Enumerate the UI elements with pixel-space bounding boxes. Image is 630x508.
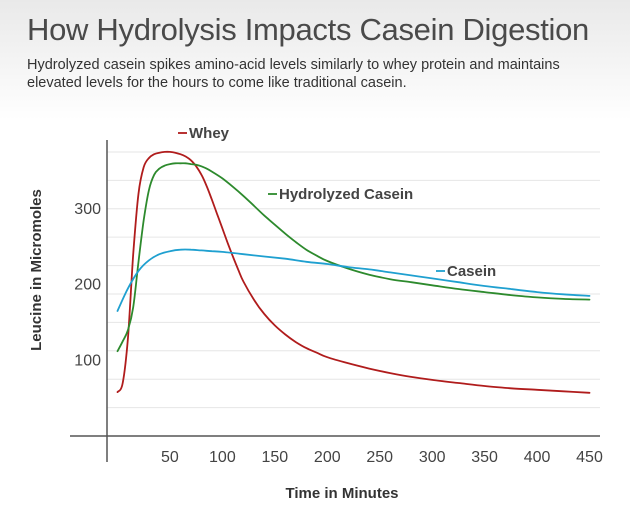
x-tick-label: 200 xyxy=(314,449,341,466)
axes xyxy=(70,140,600,462)
x-tick-label: 300 xyxy=(419,449,446,466)
series-label-hydrolyzed-casein: Hydrolyzed Casein xyxy=(279,186,413,203)
series-lines xyxy=(116,150,591,394)
x-tick-label: 400 xyxy=(524,449,551,466)
grid-lines xyxy=(107,151,600,409)
page-title: How Hydrolysis Impacts Casein Digestion xyxy=(27,12,589,47)
x-tick-label: 150 xyxy=(261,449,288,466)
x-tick-label: 100 xyxy=(209,449,236,466)
header-background xyxy=(0,0,630,120)
series-line-hydrolyzed-casein xyxy=(116,162,591,353)
x-tick-label: 450 xyxy=(576,449,603,466)
page-subtitle: Hydrolyzed casein spikes amino-acid leve… xyxy=(27,57,560,91)
tick-labels: 50 100 150 200 250 300 350 400 450 100 200 300 xyxy=(74,201,603,466)
series-label-whey: Whey xyxy=(189,125,230,142)
x-tick-label: 350 xyxy=(471,449,498,466)
y-tick-label: 100 xyxy=(74,352,101,369)
x-axis-title: Time in Minutes xyxy=(285,485,398,502)
series-line-whey xyxy=(116,150,591,394)
x-tick-label: 250 xyxy=(366,449,393,466)
series-labels: Whey Hydrolyzed Casein Casein xyxy=(178,125,496,280)
x-tick-label: 50 xyxy=(161,449,179,466)
y-tick-label: 200 xyxy=(74,277,101,294)
series-line-casein xyxy=(116,248,591,312)
series-label-casein: Casein xyxy=(447,263,496,280)
y-axis-title: Leucine in Micromoles xyxy=(28,189,45,351)
y-tick-label: 300 xyxy=(74,201,101,218)
